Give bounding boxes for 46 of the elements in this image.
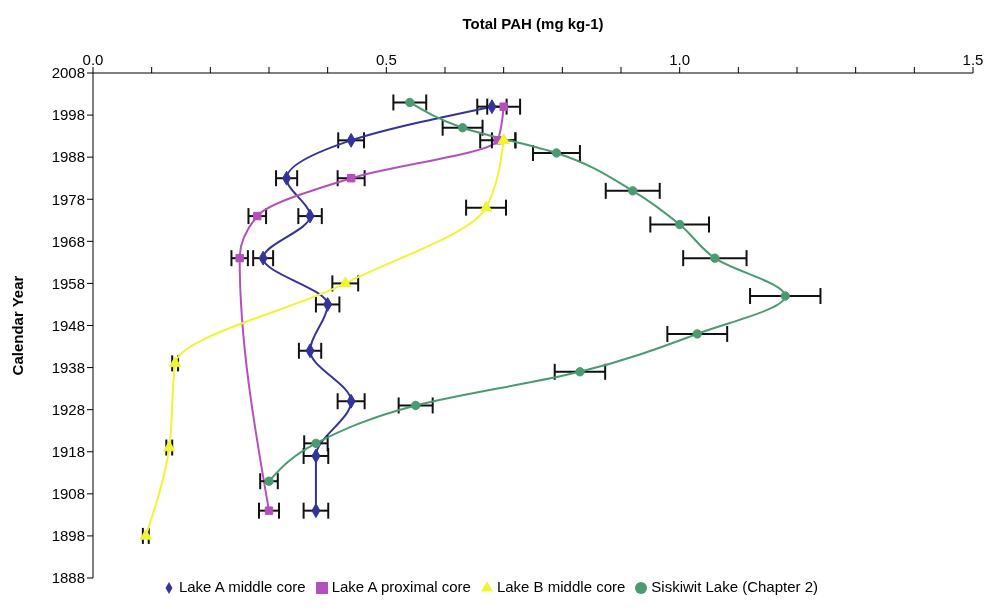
y-tick-label: 1968 — [51, 232, 85, 250]
y-tick-label: 1888 — [51, 569, 85, 587]
x-axis-title: Total PAH (mg kg-1) — [462, 14, 604, 32]
point — [405, 97, 415, 108]
x-tick-label: 0.0 — [82, 51, 104, 68]
point — [497, 133, 510, 145]
y-tick-label: 1988 — [51, 148, 85, 166]
legend-label: Siskiwit Lake (Chapter 2) — [651, 578, 819, 595]
point — [499, 102, 508, 111]
point — [479, 200, 493, 212]
point — [410, 400, 421, 411]
y-tick-label: 1978 — [51, 190, 85, 208]
point — [692, 329, 702, 339]
point — [674, 219, 685, 230]
y-tick-label: 1948 — [51, 316, 85, 334]
point — [163, 440, 176, 452]
point — [169, 356, 182, 368]
y-tick-label: 1958 — [51, 274, 85, 292]
y-tick-label: 1998 — [51, 106, 85, 124]
point — [253, 211, 262, 221]
legend-label: Lake A middle core — [178, 578, 306, 595]
y-tick-label: 1928 — [51, 400, 85, 418]
point — [139, 528, 152, 540]
y-tick-label: 1898 — [51, 527, 85, 545]
point — [264, 476, 274, 486]
x-tick-label: 1.5 — [962, 51, 984, 68]
y-axis-title: Calendar Year — [9, 275, 27, 376]
y-tick-label: 1938 — [51, 358, 85, 376]
point — [628, 186, 638, 196]
point — [235, 253, 244, 263]
point — [311, 438, 321, 449]
point — [339, 276, 352, 288]
legend-label: Lake A proximal core — [331, 578, 471, 595]
y-tick-label: 1908 — [51, 485, 85, 503]
y-tick-label: 2008 — [51, 64, 85, 82]
point — [575, 367, 585, 377]
point — [457, 123, 468, 133]
x-tick-label: 0.5 — [375, 51, 397, 68]
point — [264, 506, 274, 515]
x-tick-label: 1.0 — [669, 51, 691, 68]
point — [346, 174, 356, 183]
legend-label: Lake B middle core — [496, 578, 626, 595]
point — [780, 291, 790, 301]
point — [551, 148, 562, 158]
y-tick-label: 1918 — [51, 443, 85, 461]
point — [710, 253, 720, 263]
